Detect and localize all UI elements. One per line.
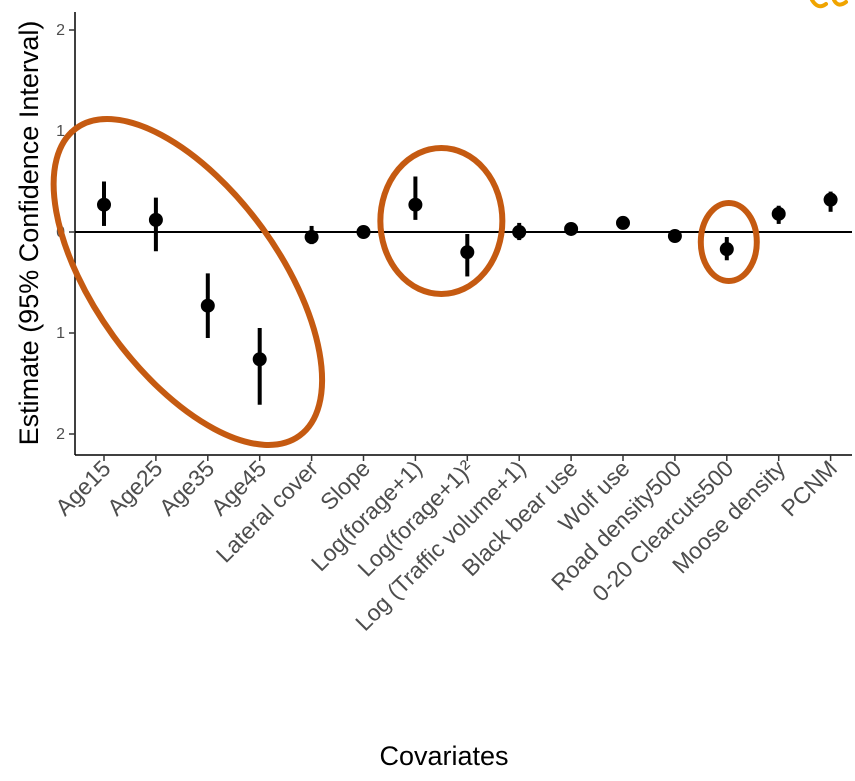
point-range-marks [97, 176, 838, 405]
estimate-point [252, 352, 267, 367]
estimate-point [719, 242, 734, 257]
y-tick-label: 2 [56, 426, 65, 443]
y-tick-label: 2 [56, 22, 65, 39]
highlight-ellipse-forage [377, 145, 506, 297]
highlight-ellipses [50, 116, 760, 448]
estimate-point [460, 245, 475, 260]
y-axis-title: Estimate (95% Confidence Interval) [14, 21, 44, 446]
estimate-point [97, 197, 111, 212]
estimate-point [304, 230, 319, 245]
x-tick-label: PCNM [776, 455, 842, 521]
highlight-ellipse-clearcuts [697, 200, 760, 284]
estimate-point [200, 298, 215, 313]
estimate-point [148, 212, 163, 227]
estimate-point [771, 206, 786, 221]
x-tick-label: Age35 [154, 455, 219, 520]
x-tick-label: Age15 [50, 455, 115, 520]
top-right-accent-mark [810, 0, 848, 9]
estimate-point [616, 215, 630, 230]
estimate-point [408, 197, 423, 212]
highlight-ellipse-age [50, 116, 326, 448]
x-tick-label: Age25 [102, 455, 167, 520]
estimate-point [823, 192, 838, 207]
y-tick-label: 1 [56, 123, 65, 140]
estimate-point [512, 225, 527, 239]
estimate-point [564, 221, 579, 236]
estimate-point [356, 225, 371, 239]
x-axis-title: Covariates [379, 741, 508, 771]
estimate-point [667, 229, 682, 244]
y-tick-label: 1 [56, 325, 65, 342]
axes [74, 12, 852, 456]
